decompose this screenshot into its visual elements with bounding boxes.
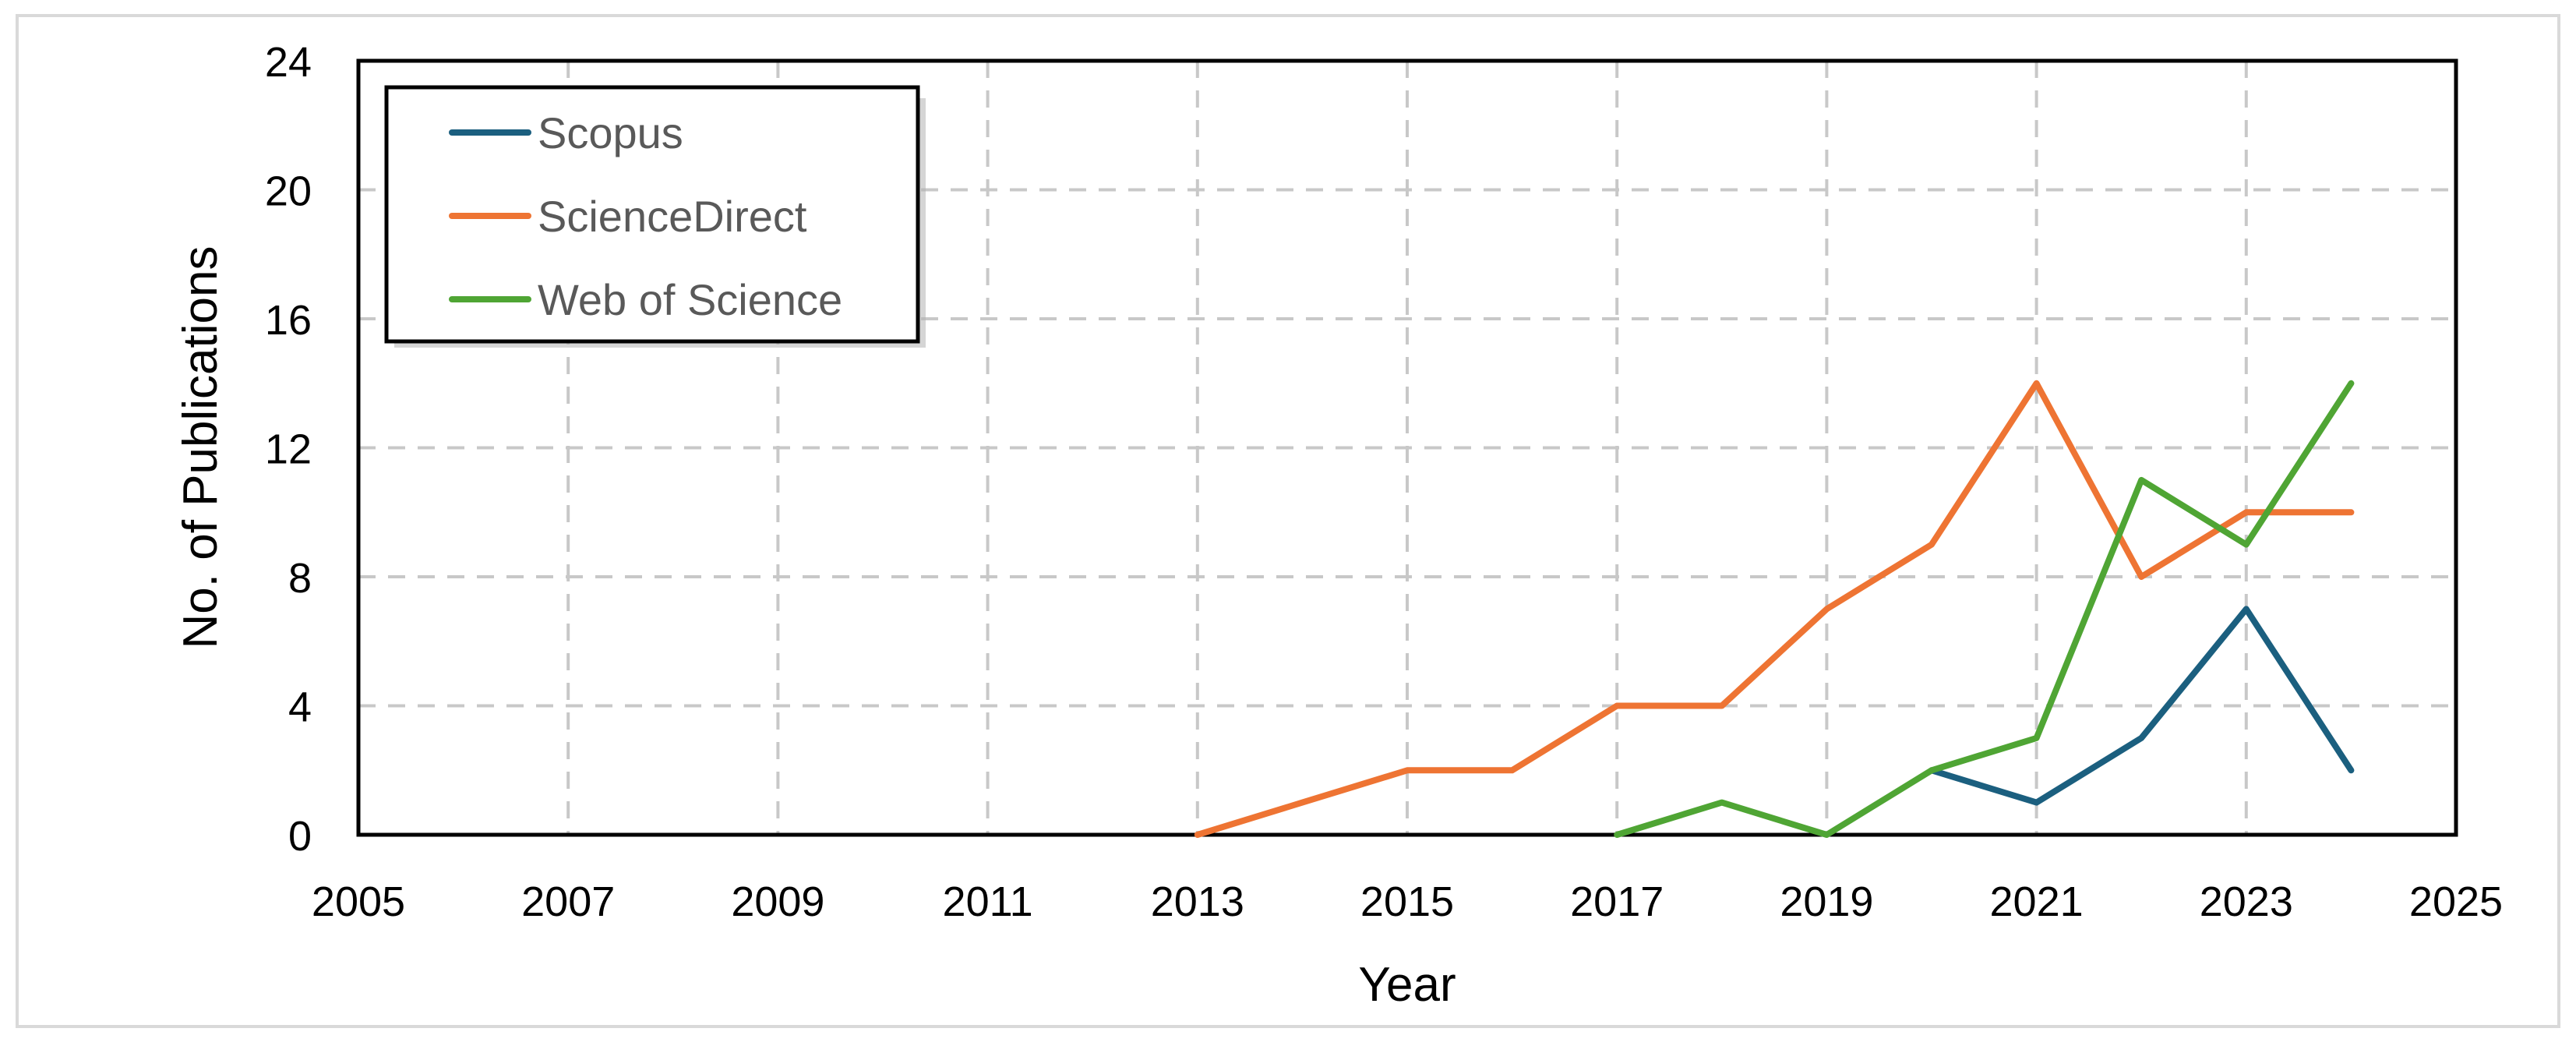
x-tick-label: 2007	[521, 878, 615, 925]
legend: Scopus ScienceDirect Web of Science	[384, 85, 926, 348]
x-tick-label: 2017	[1570, 878, 1664, 925]
x-axis-label: Year	[1358, 958, 1456, 1012]
y-tick-label: 12	[265, 426, 312, 473]
y-tick-label: 0	[288, 813, 312, 860]
y-tick-label: 4	[288, 684, 312, 731]
y-tick-label: 20	[265, 168, 312, 215]
series-line-scopus	[1928, 606, 2355, 806]
series-line-web-of-science	[1614, 380, 2355, 838]
x-tick-labels: 2005 2007 2009 2011 2013 2015 2017 2019 2021 2023…	[312, 878, 2503, 925]
series-line-sciencedirect	[1194, 380, 2355, 838]
legend-entries: Scopus ScienceDirect Web of Science	[449, 108, 842, 324]
x-tick-label: 2009	[731, 878, 824, 925]
y-tick-labels: 0 4 8 12 16 20 24	[265, 39, 312, 860]
x-tick-label: 2015	[1360, 878, 1454, 925]
legend-label-web-of-science: Web of Science	[538, 275, 842, 324]
y-tick-label: 16	[265, 297, 312, 344]
plot-area-border	[356, 58, 2458, 837]
series-lines	[1194, 380, 2355, 838]
x-tick-label: 2019	[1780, 878, 1873, 925]
y-tick-label: 8	[288, 555, 312, 602]
x-tick-label: 2025	[2409, 878, 2503, 925]
x-tick-label: 2013	[1151, 878, 1244, 925]
x-tick-label: 2005	[312, 878, 405, 925]
y-axis-label: No. of Publications	[174, 246, 228, 649]
x-tick-label: 2023	[2200, 878, 2293, 925]
x-tick-label: 2011	[943, 878, 1033, 925]
legend-label-scopus: Scopus	[538, 108, 683, 157]
legend-label-sciencedirect: ScienceDirect	[538, 192, 807, 241]
y-tick-label: 24	[265, 39, 312, 86]
x-tick-label: 2021	[1990, 878, 2084, 925]
